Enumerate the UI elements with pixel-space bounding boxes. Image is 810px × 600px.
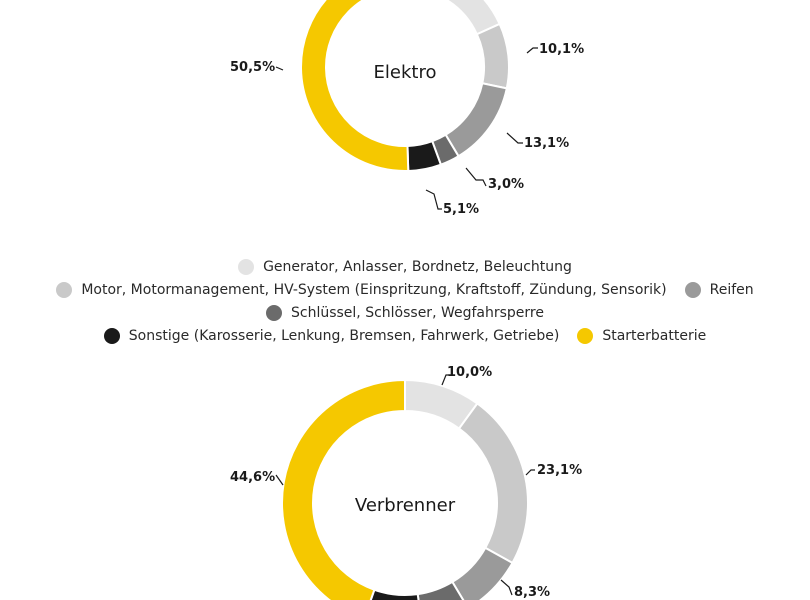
legend-label: Reifen [709,281,754,298]
legend-item: Reifen [684,281,754,298]
donut-slice [300,0,410,172]
legend: Generator, Anlasser, Bordnetz, Beleuchtu… [0,255,810,347]
leader-line [525,469,535,476]
donut-slice [457,402,529,565]
leader-line [441,374,449,386]
legend-swatch-icon [103,327,120,344]
donut-center-label: Verbrenner [355,495,456,516]
leader-line [465,167,487,187]
legend-swatch-icon [238,258,255,275]
legend-label: Sonstige (Karosserie, Lenkung, Bremsen, … [128,327,560,344]
legend-label: Starterbatterie [602,327,707,344]
legend-row: Generator, Anlasser, Bordnetz, Beleuchtu… [0,255,810,278]
legend-item: Generator, Anlasser, Bordnetz, Beleuchtu… [238,258,572,275]
donut-slice [416,580,465,600]
legend-swatch-icon [684,281,701,298]
legend-item: Starterbatterie [577,327,707,344]
donut-center-label: Elektro [374,62,437,83]
donut-slice [444,82,508,158]
data-label: 50,5% [230,60,275,75]
data-label: 44,6% [230,470,275,485]
legend-row: Motor, Motormanagement, HV-System (Einsp… [0,278,810,301]
donut-chart-elektro: Elektro 50,5% 10,1% 13,1% 3,0% 5,1% [230,0,584,217]
legend-swatch-icon [56,281,73,298]
legend-label: Schlüssel, Schlösser, Wegfahrsperre [290,304,544,321]
legend-label: Motor, Motormanagement, HV-System (Einsp… [81,281,667,298]
legend-swatch-icon [265,304,282,321]
legend-item: Schlüssel, Schlösser, Wegfahrsperre [265,304,544,321]
data-label: 23,1% [537,463,582,478]
leader-line [506,132,523,144]
leader-line [275,474,284,486]
data-label: 8,3% [514,585,550,600]
data-label-group: 10,0% 23,1% 8,3% 44,6% [230,365,582,600]
donut-slice [281,378,406,600]
legend-item: Motor, Motormanagement, HV-System (Einsp… [56,281,667,298]
leader-line [275,66,284,71]
leader-line [425,189,442,210]
leader-line [500,579,513,596]
data-label-group: 50,5% 10,1% 13,1% 3,0% 5,1% [230,42,584,217]
leader-line [526,47,538,54]
legend-item: Sonstige (Karosserie, Lenkung, Bremsen, … [103,327,560,344]
donut-slice [369,588,420,600]
legend-label: Generator, Anlasser, Bordnetz, Beleuchtu… [263,258,572,275]
legend-row: Schlüssel, Schlösser, Wegfahrsperre [0,301,810,324]
legend-swatch-icon [577,327,594,344]
data-label: 3,0% [488,177,524,192]
legend-row: Sonstige (Karosserie, Lenkung, Bremsen, … [0,324,810,347]
donut-slice [475,22,510,90]
data-label: 10,0% [447,365,492,380]
donut-chart-verbrenner: Verbrenner 10,0% 23,1% 8,3% 44,6% [230,365,582,600]
data-label: 13,1% [524,136,569,151]
donut-slice [444,0,501,36]
data-label: 5,1% [443,202,479,217]
data-label: 10,1% [539,42,584,57]
